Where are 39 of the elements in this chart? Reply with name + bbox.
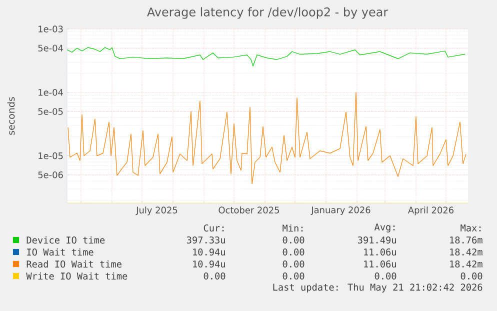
text: 18.76m — [450, 236, 482, 244]
text: 0.00 — [282, 236, 304, 244]
text: 0.00 — [374, 272, 396, 280]
text: Min: — [282, 224, 303, 232]
legend-label: Write IO Wait time — [26, 272, 128, 280]
text: 18.42m — [450, 260, 482, 268]
y-tick-label: 1e-03 — [38, 26, 63, 32]
text: 0.00 — [204, 272, 226, 280]
y-axis-title: seconds — [7, 97, 15, 135]
text: 11.06u — [364, 248, 396, 256]
text: Cur: — [204, 224, 224, 232]
text: 10.94u — [193, 260, 225, 268]
x-tick-label: July 2025 — [136, 206, 178, 216]
line-series — [67, 47, 466, 66]
text: Max: — [460, 224, 481, 232]
text: 0.00 — [282, 272, 304, 280]
chart-title: Average latency for /dev/loop2 - by year — [147, 7, 388, 19]
x-tick-label: April 2026 — [408, 206, 454, 216]
text: 0.00 — [282, 248, 304, 256]
line-series — [68, 92, 466, 184]
text: 10.94u — [193, 248, 225, 256]
text: 11.06u — [364, 260, 396, 268]
text: 0.00 — [460, 272, 482, 280]
x-tick-label: October 2025 — [218, 206, 279, 214]
legend-label: IO Wait time — [27, 248, 94, 256]
y-tick-label: 5e-06 — [38, 171, 63, 178]
legend-label: Device IO time — [26, 236, 105, 244]
x-tick-label: January 2026 — [310, 206, 370, 216]
y-tick-label: 5e-05 — [38, 108, 63, 115]
text: Last update: Thu May 21 21:02:42 2026 — [273, 283, 482, 293]
y-tick-label: 1e-05 — [38, 152, 63, 160]
text: 0.00 — [282, 260, 304, 268]
text: Avg: — [374, 224, 395, 232]
y-tick-label: 1e-04 — [38, 89, 63, 96]
text: 397.33u — [186, 236, 225, 244]
y-tick-label: 5e-04 — [38, 44, 63, 52]
text: 18.42m — [450, 248, 482, 256]
legend-label: Read IO Wait time — [26, 260, 122, 268]
text: 391.49u — [358, 236, 396, 244]
